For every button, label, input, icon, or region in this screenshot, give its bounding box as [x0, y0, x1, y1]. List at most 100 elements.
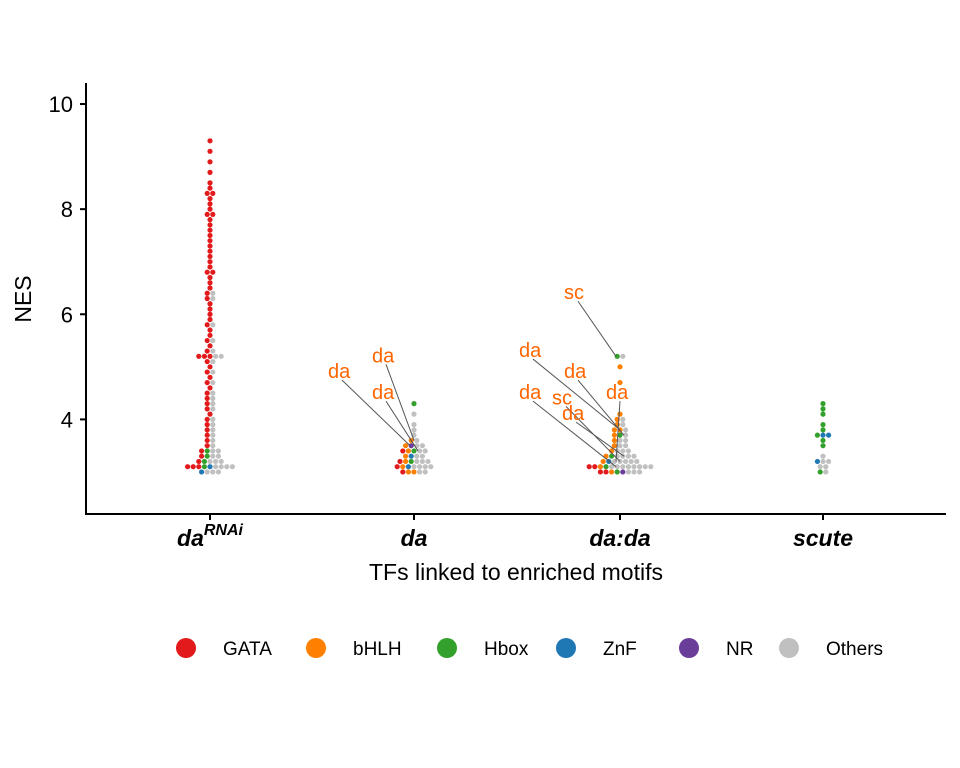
- data-point-others: [417, 448, 423, 454]
- legend-label: GATA: [223, 639, 272, 660]
- data-point-others: [623, 437, 629, 444]
- data-point-others: [215, 453, 221, 459]
- annotation-leader-line: [577, 379, 625, 436]
- legend-label: NR: [726, 639, 753, 660]
- data-point-gata: [207, 169, 213, 175]
- annotation-label: sc: [552, 387, 572, 409]
- data-point-hbox: [201, 458, 207, 465]
- data-point-others: [210, 337, 216, 344]
- y-ticks: 4 6 8 10: [49, 92, 86, 432]
- data-point-gata: [204, 390, 210, 396]
- data-point-others: [623, 443, 629, 449]
- data-point-hbox: [411, 401, 417, 407]
- data-point-others: [215, 448, 221, 454]
- legend: GATA bHLH Hbox ZnF NR Others: [176, 638, 883, 660]
- x-ticks: daRNAi da da:da scute: [177, 514, 853, 551]
- data-point-others: [419, 453, 425, 459]
- data-point-gata: [210, 211, 216, 218]
- data-point-others: [210, 416, 216, 422]
- data-point-others: [631, 469, 637, 475]
- data-point-others: [411, 464, 417, 470]
- legend-label: Hbox: [484, 639, 529, 660]
- data-point-gata: [207, 332, 213, 338]
- data-point-gata: [207, 280, 213, 286]
- data-point-gata: [204, 337, 210, 344]
- data-point-others: [634, 458, 640, 465]
- data-point-gata: [199, 453, 205, 459]
- data-point-gata: [397, 458, 403, 465]
- x-tick-label: da: [401, 525, 428, 551]
- data-point-bhlh: [600, 458, 606, 465]
- data-point-others: [637, 469, 643, 475]
- data-point-others: [817, 464, 823, 470]
- legend-swatch-nr: [679, 638, 699, 658]
- data-point-hbox: [820, 437, 826, 444]
- data-point-bhlh: [617, 379, 623, 386]
- data-point-hbox: [614, 469, 620, 475]
- data-point-others: [625, 453, 632, 459]
- data-point-hbox: [820, 401, 826, 407]
- data-point-others: [207, 458, 213, 465]
- data-point-gata: [204, 395, 210, 401]
- data-point-others: [414, 453, 420, 459]
- data-point-hbox: [817, 469, 823, 475]
- data-point-gata: [204, 422, 210, 428]
- data-point-others: [210, 358, 216, 365]
- x-tick-label: scute: [793, 525, 853, 551]
- data-point-others: [210, 369, 216, 375]
- data-point-others: [210, 443, 216, 449]
- data-point-others: [620, 416, 626, 422]
- data-point-bhlh: [411, 469, 417, 475]
- data-point-others: [823, 469, 829, 475]
- data-point-gata: [207, 285, 213, 291]
- data-point-gata: [400, 448, 406, 454]
- data-point-others: [210, 422, 216, 428]
- data-point-hbox: [617, 432, 623, 438]
- data-point-gata: [204, 406, 210, 412]
- data-point-others: [213, 464, 219, 470]
- annotation-leader-line: [532, 400, 617, 468]
- annotation-leader-line: [577, 300, 617, 357]
- data-point-hbox: [820, 443, 826, 449]
- data-point-gata: [207, 353, 213, 359]
- data-point-hbox: [614, 353, 620, 359]
- data-point-gata: [204, 358, 210, 365]
- data-point-gata: [207, 274, 213, 281]
- data-point-others: [411, 422, 417, 428]
- data-point-others: [614, 464, 620, 470]
- data-point-bhlh: [611, 432, 618, 438]
- annotation-leader-line: [615, 401, 621, 462]
- data-point-others: [411, 411, 417, 417]
- data-point-gata: [207, 180, 213, 186]
- data-point-others: [218, 464, 224, 470]
- data-point-others: [414, 458, 420, 465]
- data-point-others: [224, 464, 230, 470]
- data-point-others: [628, 458, 634, 465]
- data-point-znf: [199, 469, 205, 475]
- data-point-znf: [814, 458, 821, 465]
- axes: [85, 83, 946, 515]
- data-point-others: [210, 290, 216, 296]
- data-point-gata: [204, 379, 210, 386]
- data-point-others: [625, 464, 632, 470]
- data-point-others: [213, 353, 219, 359]
- annotation-label: da: [519, 340, 542, 362]
- data-point-others: [414, 437, 420, 444]
- data-point-others: [218, 353, 224, 359]
- data-point-others: [210, 395, 216, 401]
- data-point-others: [648, 464, 654, 470]
- data-point-hbox: [408, 458, 414, 465]
- data-point-others: [617, 437, 623, 444]
- data-point-gata: [207, 148, 213, 154]
- x-tick-label: da:da: [589, 525, 651, 551]
- data-point-bhlh: [617, 364, 623, 370]
- data-point-gata: [210, 269, 216, 275]
- data-point-bhlh: [405, 469, 411, 475]
- legend-swatch-others: [779, 638, 799, 658]
- data-point-gata: [204, 437, 210, 444]
- data-point-others: [210, 406, 216, 412]
- data-point-others: [210, 379, 216, 386]
- data-point-gata: [207, 374, 213, 380]
- data-point-gata: [207, 159, 213, 165]
- data-point-gata: [207, 232, 213, 239]
